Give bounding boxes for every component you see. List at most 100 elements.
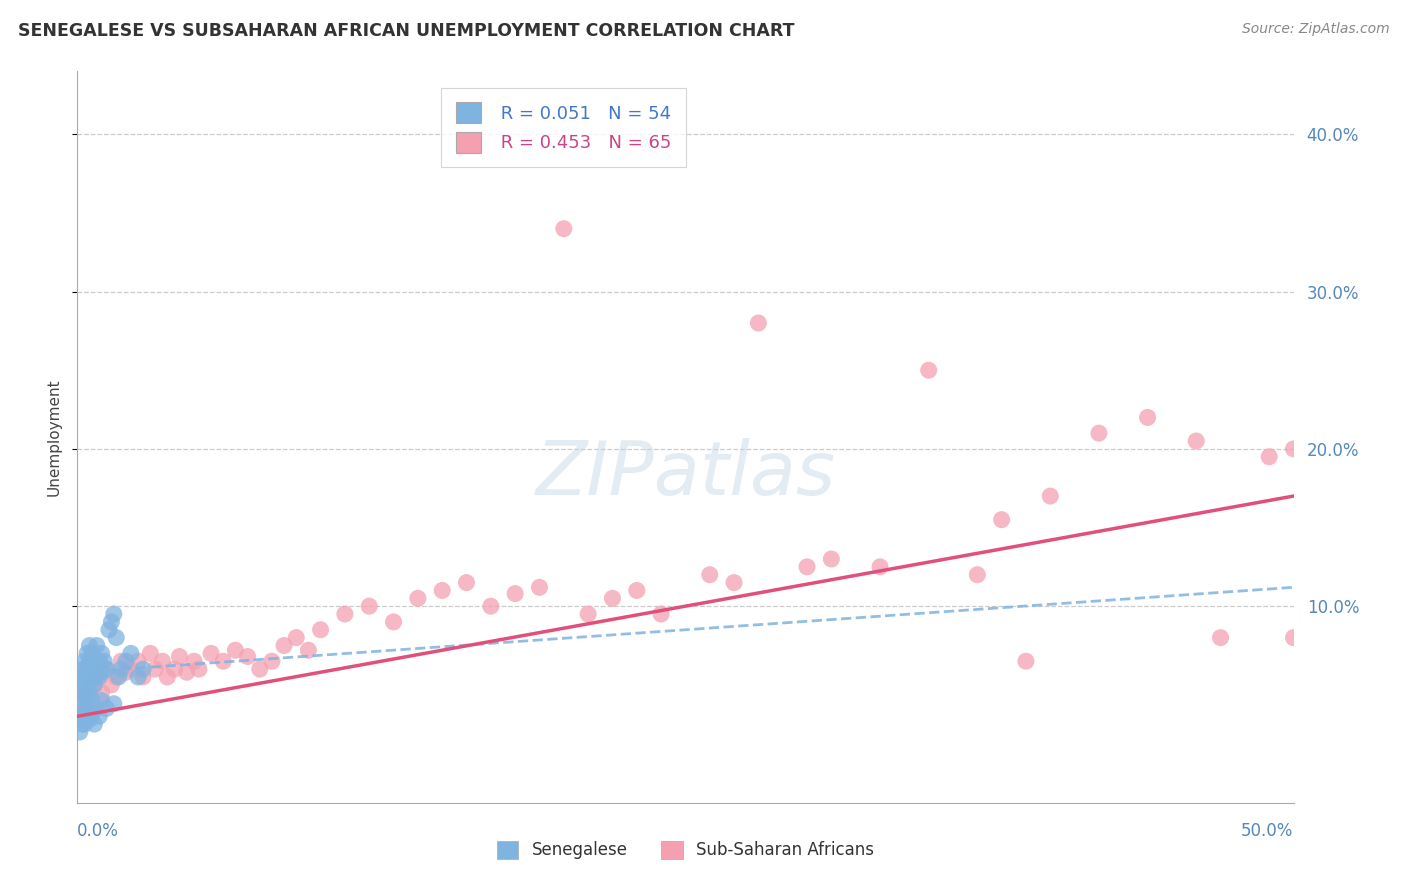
Point [76, 690, 98, 705]
Point [115, 665, 138, 680]
Point [105, 631, 128, 645]
Point [86, 662, 108, 676]
Point [93, 654, 115, 668]
Y-axis label: Unemployment: Unemployment [46, 378, 62, 496]
Point [918, 363, 941, 377]
Point [183, 654, 205, 668]
Point [699, 567, 721, 582]
Text: SENEGALESE VS SUBSAHARAN AFRICAN UNEMPLOYMENT CORRELATION CHART: SENEGALESE VS SUBSAHARAN AFRICAN UNEMPLO… [18, 22, 794, 40]
Point [503, 586, 526, 600]
Text: 0.0%: 0.0% [77, 822, 120, 839]
Point [89, 709, 111, 723]
Point [100, 615, 122, 629]
Point [73, 654, 96, 668]
Point [1258, 450, 1281, 464]
Point [260, 654, 283, 668]
Point [73, 717, 96, 731]
Point [79, 686, 101, 700]
Point [966, 567, 988, 582]
Point [70, 709, 93, 723]
Point [83, 678, 105, 692]
Point [70, 662, 93, 676]
Point [120, 646, 142, 660]
Point [132, 670, 155, 684]
Point [236, 649, 259, 664]
Point [76, 678, 98, 692]
Point [80, 693, 103, 707]
Point [249, 662, 271, 676]
Point [990, 513, 1012, 527]
Point [83, 717, 105, 731]
Point [309, 623, 332, 637]
Point [96, 662, 118, 676]
Point [70, 693, 93, 707]
Point [79, 670, 101, 684]
Point [86, 701, 108, 715]
Point [1136, 410, 1159, 425]
Point [529, 580, 551, 594]
Point [1088, 426, 1111, 441]
Point [90, 686, 112, 700]
Point [127, 670, 149, 684]
Point [869, 559, 891, 574]
Point [139, 646, 162, 660]
Point [96, 701, 118, 715]
Text: Source: ZipAtlas.com: Source: ZipAtlas.com [1241, 22, 1389, 37]
Point [176, 665, 198, 680]
Point [406, 591, 429, 606]
Point [100, 678, 122, 692]
Point [70, 717, 93, 731]
Point [83, 678, 105, 692]
Point [76, 709, 98, 723]
Point [79, 713, 101, 727]
Point [69, 670, 91, 684]
Point [90, 693, 112, 707]
Point [96, 662, 118, 676]
Point [200, 646, 222, 660]
Point [127, 654, 149, 668]
Point [76, 646, 98, 660]
Point [79, 654, 101, 668]
Point [89, 654, 111, 668]
Point [430, 583, 453, 598]
Point [76, 662, 98, 676]
Point [132, 662, 155, 676]
Point [224, 643, 246, 657]
Point [796, 559, 818, 574]
Point [70, 686, 93, 700]
Point [97, 623, 120, 637]
Point [69, 678, 91, 692]
Point [602, 591, 624, 606]
Point [723, 575, 745, 590]
Point [152, 654, 174, 668]
Text: ZIPatlas: ZIPatlas [536, 438, 835, 509]
Point [83, 670, 105, 684]
Point [626, 583, 648, 598]
Point [479, 599, 502, 614]
Point [86, 670, 108, 684]
Point [69, 725, 91, 739]
Point [820, 552, 842, 566]
Point [73, 701, 96, 715]
Point [1282, 442, 1305, 456]
Point [80, 662, 103, 676]
Point [212, 654, 235, 668]
Point [90, 646, 112, 660]
Point [73, 706, 96, 720]
Point [79, 639, 101, 653]
Point [285, 631, 308, 645]
Point [163, 662, 186, 676]
Point [70, 693, 93, 707]
Point [107, 670, 129, 684]
Text: 50.0%: 50.0% [1241, 822, 1294, 839]
Point [110, 662, 132, 676]
Point [382, 615, 405, 629]
Point [576, 607, 599, 621]
Point [1282, 631, 1305, 645]
Point [83, 654, 105, 668]
Point [80, 646, 103, 660]
Point [156, 670, 179, 684]
Point [1185, 434, 1208, 448]
Point [73, 686, 96, 700]
Point [553, 221, 575, 235]
